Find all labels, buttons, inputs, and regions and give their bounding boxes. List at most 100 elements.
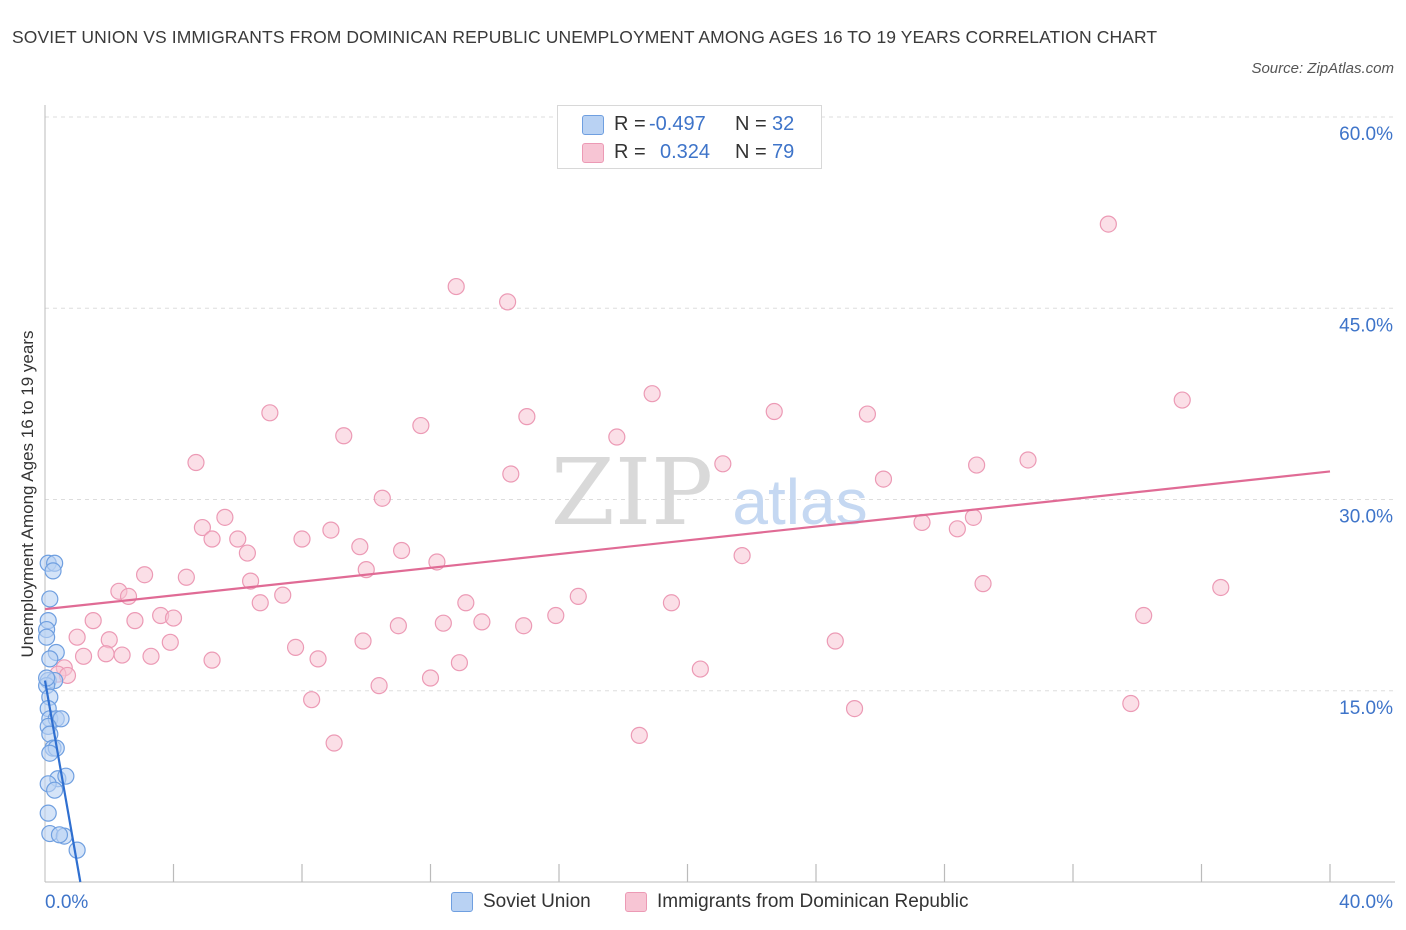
data-point-dominican-republic [502,465,520,483]
data-point-dominican-republic [309,650,327,668]
data-point-soviet-union [68,841,86,859]
legend-swatch-pink [582,143,604,163]
data-point-soviet-union [41,590,59,608]
data-point-dominican-republic [68,628,86,646]
data-point-dominican-republic [608,428,626,446]
trend-line-soviet-union [43,680,82,883]
data-point-dominican-republic [322,521,340,539]
data-point-dominican-republic [974,575,992,593]
data-point-dominican-republic [203,651,221,669]
data-point-soviet-union [44,562,62,580]
data-point-dominican-republic [100,631,118,649]
y-tick-label: 45.0% [1339,315,1393,336]
data-point-dominican-republic [457,594,475,612]
axes [44,105,1395,883]
watermark-atlas: atlas [732,466,867,538]
data-point-dominican-republic [142,647,160,665]
data-point-dominican-republic [351,538,369,556]
series-immigrants-dominican-republic [49,215,1230,752]
x-tick-label: 0.0% [45,892,88,913]
data-point-dominican-republic [421,669,440,687]
data-point-dominican-republic [964,508,983,526]
data-point-dominican-republic [569,587,587,606]
data-point-soviet-union [38,628,56,646]
legend-n-label: N = [735,141,767,163]
y-tick-label: 60.0% [1339,124,1393,145]
data-point-dominican-republic [261,404,279,422]
data-point-dominican-republic [515,617,533,635]
data-point-dominican-republic [714,455,732,473]
data-point-dominican-republic [858,405,877,423]
watermark-zip: ZIP [551,439,713,546]
legend-n-label: N = [735,113,767,135]
data-point-dominican-republic [177,568,195,586]
legend-r-label: R = [614,141,646,163]
data-point-dominican-republic [547,606,565,625]
legend-swatch-blue [582,115,604,135]
data-point-dominican-republic [1212,578,1230,597]
data-point-dominican-republic [392,541,411,560]
data-point-dominican-republic [242,572,260,590]
data-point-dominican-republic [325,734,343,752]
data-point-dominican-republic [135,566,154,584]
legend-swatch-pink [625,892,647,912]
gridlines [45,116,1395,692]
trend-lines [43,470,1331,883]
data-point-dominican-republic [274,586,292,604]
data-point-dominican-republic [765,402,783,421]
data-point-dominican-republic [126,612,144,630]
data-point-dominican-republic [447,277,465,296]
data-point-dominican-republic [303,691,321,709]
source-label: Source: ZipAtlas.com [1251,60,1394,77]
data-point-dominican-republic [1135,606,1153,625]
data-point-dominican-republic [473,613,491,631]
data-point-dominican-republic [229,530,247,548]
data-point-dominican-republic [373,489,391,507]
trend-line-dominican-republic [44,470,1331,611]
data-point-dominican-republic [1019,451,1037,469]
data-point-soviet-union [39,804,57,822]
x-tick-label: 40.0% [1339,892,1393,913]
legend-r-value: -0.497 [649,113,706,135]
data-point-dominican-republic [826,632,844,650]
data-point-dominican-republic [97,645,115,663]
y-tick-label: 15.0% [1339,698,1393,719]
data-point-dominican-republic [293,530,311,548]
data-point-soviet-union [50,826,69,844]
data-point-dominican-republic [733,546,751,565]
legend-label: Immigrants from Dominican Republic [657,891,969,912]
data-point-dominican-republic [874,470,893,488]
data-point-dominican-republic [499,293,517,311]
data-point-dominican-republic [354,632,372,650]
data-point-dominican-republic [164,609,183,627]
data-point-dominican-republic [662,594,681,612]
data-point-dominican-republic [630,726,648,744]
data-point-dominican-republic [203,530,221,548]
data-point-dominican-republic [187,453,205,472]
series-soviet-union [38,554,86,859]
legend-label: Soviet Union [483,891,591,912]
data-point-soviet-union [46,781,64,799]
data-point-dominican-republic [691,660,709,678]
data-point-soviet-union [41,744,59,762]
legend-r-label: R = [614,113,646,135]
data-point-dominican-republic [1099,215,1117,233]
y-tick-label: 30.0% [1339,507,1393,528]
data-point-dominican-republic [1173,391,1191,409]
data-point-dominican-republic [216,508,234,526]
data-point-dominican-republic [74,647,93,665]
legend-n-value: 32 [772,113,795,135]
data-point-dominican-republic [286,638,305,657]
data-point-dominican-republic [389,617,407,635]
data-point-soviet-union [52,710,70,728]
data-point-dominican-republic [845,699,864,718]
legend-n-value: 79 [772,141,795,163]
data-point-dominican-republic [1122,694,1140,713]
correlation-legend: R = -0.497 N = 32 R = 0.324 N = 79 [557,105,822,169]
data-point-dominican-republic [434,614,452,632]
data-point-dominican-republic [450,654,469,672]
y-axis-label: Unemployment Among Ages 16 to 19 years [18,331,37,658]
data-point-dominican-republic [643,385,661,403]
data-point-dominican-republic [119,587,138,606]
data-point-dominican-republic [113,646,131,664]
